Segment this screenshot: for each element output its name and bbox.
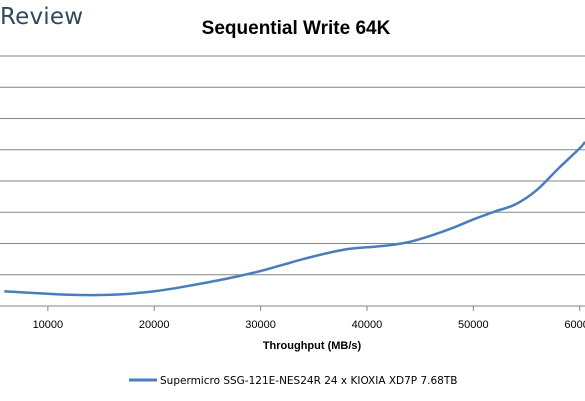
series-layer <box>4 141 585 297</box>
x-tick-label: 40000 <box>352 319 383 331</box>
x-tick-label: 10000 <box>33 319 64 331</box>
chart-title: Sequential Write 64K <box>202 18 391 39</box>
series-line <box>4 141 585 297</box>
x-tick-label: 30000 <box>245 319 276 331</box>
x-tick-label: 60000 <box>564 319 585 331</box>
x-axis-title: Throughput (MB/s) <box>263 340 362 352</box>
x-tick-label: 50000 <box>458 319 489 331</box>
gridlines <box>0 55 585 276</box>
legend: Supermicro SSG-121E-NES24R 24 x KIOXIA X… <box>129 375 457 387</box>
brand-logo-text: Review <box>0 4 84 30</box>
x-tick-label: 20000 <box>139 319 170 331</box>
legend-label: Supermicro SSG-121E-NES24R 24 x KIOXIA X… <box>160 375 457 387</box>
x-axis-ticks: 10000 20000 30000 40000 50000 60000 <box>33 306 585 331</box>
